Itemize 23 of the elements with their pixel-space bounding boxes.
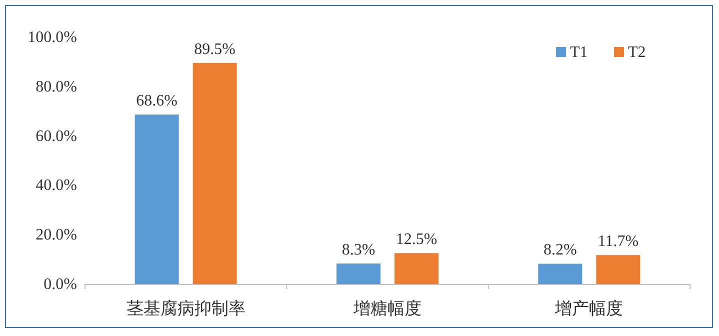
- bar: [134, 114, 179, 284]
- bar: [596, 255, 640, 284]
- data-label: 11.7%: [598, 233, 639, 250]
- data-label: 89.5%: [194, 40, 236, 58]
- bar: [192, 62, 237, 284]
- data-label: 12.5%: [396, 231, 438, 248]
- y-tick-label: 40.0%: [36, 177, 77, 194]
- y-tick-label: 20.0%: [36, 226, 77, 244]
- legend-label: T2: [628, 44, 646, 61]
- legend-label: T1: [570, 44, 588, 61]
- data-label: 8.3%: [342, 242, 376, 258]
- bar: [394, 253, 438, 284]
- x-tick-label: 增产幅度: [554, 299, 624, 318]
- y-tick-label: 0.0%: [44, 276, 77, 293]
- x-tick-label: 增糖幅度: [352, 299, 422, 318]
- data-label: 68.6%: [136, 92, 178, 110]
- bar: [538, 264, 582, 284]
- bar: [336, 264, 380, 284]
- y-tick-label: 60.0%: [36, 128, 77, 145]
- x-tick-label: 茎基腐病抑制率: [126, 299, 246, 318]
- y-tick-label: 100.0%: [28, 29, 77, 46]
- data-label: 8.2%: [544, 242, 577, 259]
- y-tick-label: 80.0%: [36, 78, 77, 96]
